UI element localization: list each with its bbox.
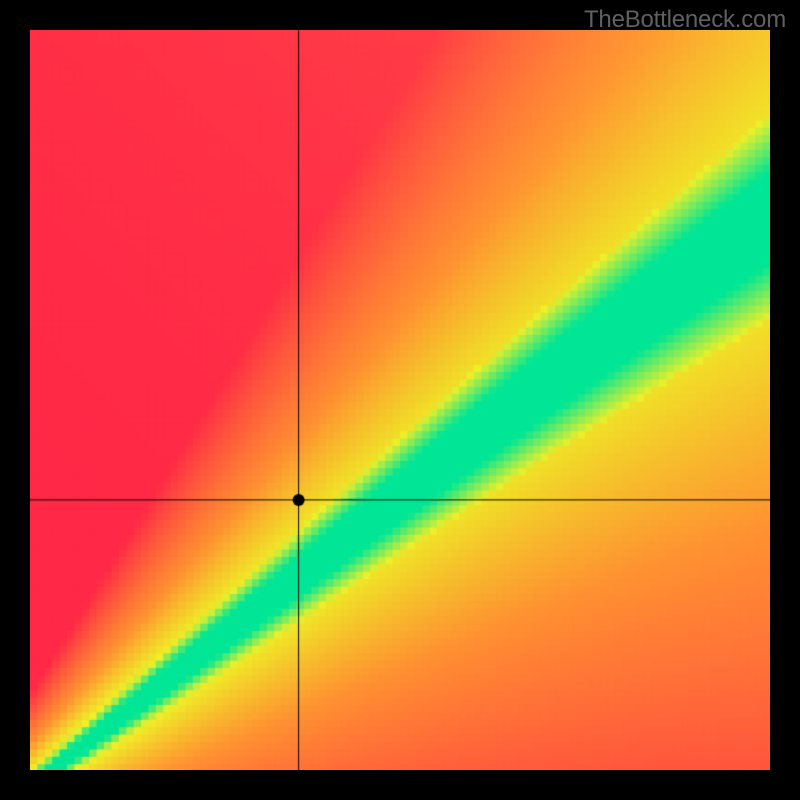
heatmap-canvas xyxy=(30,30,770,770)
watermark-text: TheBottleneck.com xyxy=(584,6,786,34)
chart-container: TheBottleneck.com xyxy=(0,0,800,800)
heatmap-plot xyxy=(30,30,770,770)
